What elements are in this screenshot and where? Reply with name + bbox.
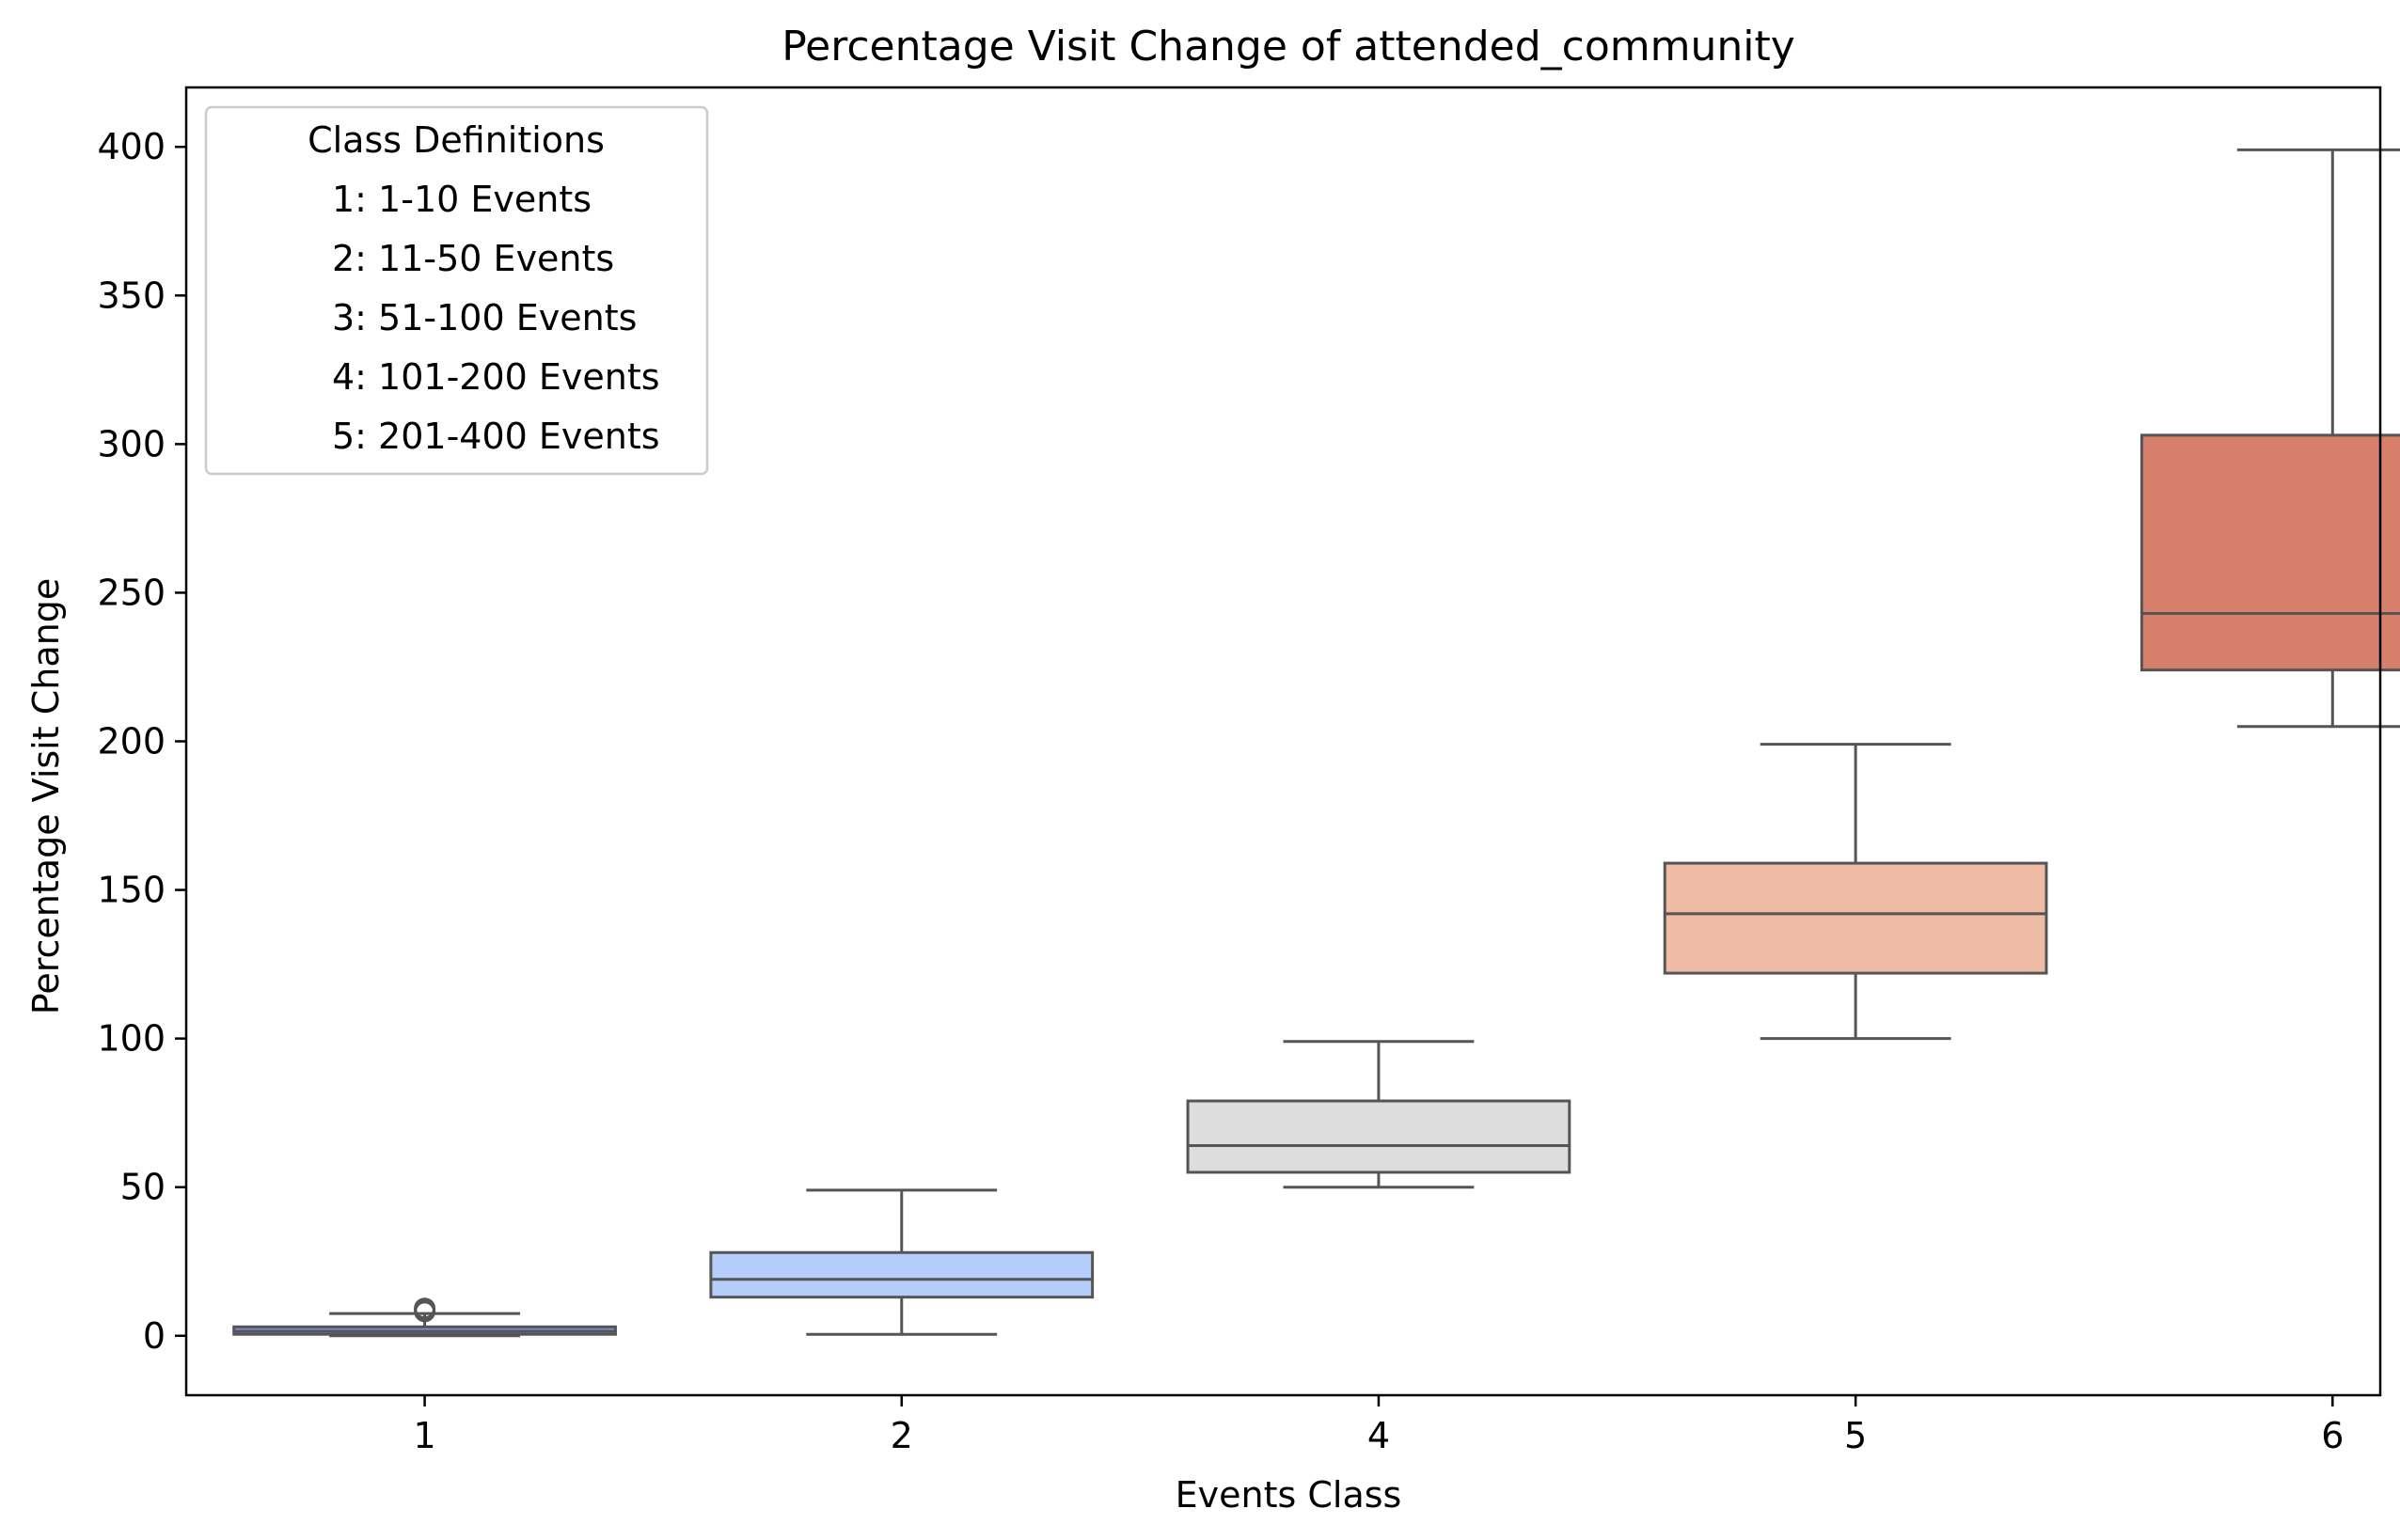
legend-entry: 2: 11-50 Events (332, 238, 614, 279)
y-tick-label: 50 (120, 1167, 166, 1208)
y-tick-label: 300 (97, 423, 166, 464)
chart-title: Percentage Visit Change of attended_comm… (782, 23, 1795, 71)
legend: Class Definitions 1: 1-10 Events 2: 11-5… (204, 105, 709, 476)
x-tick-label: 6 (2321, 1415, 2344, 1456)
y-tick-label: 400 (97, 126, 166, 167)
x-tick-label: 2 (891, 1415, 913, 1456)
x-tick-label: 1 (413, 1415, 435, 1456)
x-axis-label: Events Class (1176, 1474, 1402, 1516)
outlier-point (414, 1297, 436, 1320)
y-tick-label: 100 (97, 1018, 166, 1060)
legend-title: Class Definitions (308, 119, 605, 161)
box-body (2139, 433, 2400, 672)
legend-entry: 5: 201-400 Events (332, 416, 660, 457)
x-tick-label: 5 (1844, 1415, 1867, 1456)
y-tick-label: 250 (97, 572, 166, 613)
box-body (709, 1250, 1095, 1299)
y-tick-label: 350 (97, 275, 166, 316)
y-tick-label: 0 (143, 1315, 166, 1357)
legend-entry: 1: 1-10 Events (332, 179, 592, 220)
y-axis-label: Percentage Visit Change (25, 578, 67, 1014)
box-body (1663, 861, 2048, 975)
plot-layer: 0 50 100 150 200 250 300 350 400 1 2 4 5 6 (97, 126, 2400, 1456)
legend-entry: 4: 101-200 Events (332, 356, 660, 398)
box-body (1186, 1099, 1571, 1174)
legend-entry: 3: 51-100 Events (332, 297, 637, 338)
plot-frame (184, 86, 2382, 1397)
y-tick-label: 200 (97, 721, 166, 762)
x-tick-label: 4 (1367, 1415, 1390, 1456)
y-tick-label: 150 (97, 870, 166, 911)
legend-frame (204, 105, 709, 476)
